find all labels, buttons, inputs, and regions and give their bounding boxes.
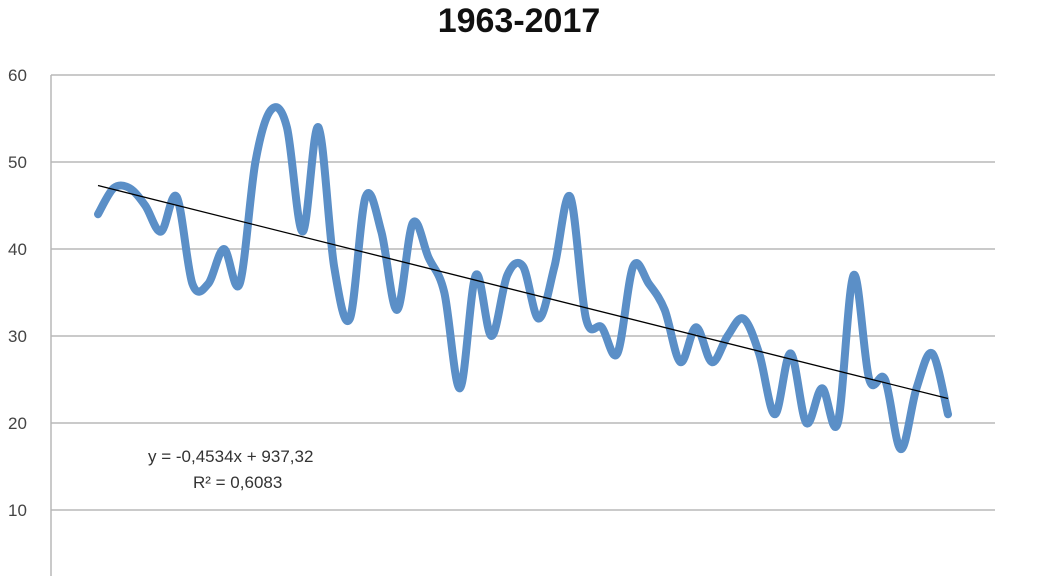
y-tick-label-20: 20 [8,414,27,433]
data-point-1985 [441,290,447,296]
data-point-1993 [567,194,573,200]
r-squared-label: R² = 0,6083 [193,473,282,492]
data-point-1975 [284,124,290,130]
data-point-1969 [189,281,195,287]
data-point-1988 [489,333,495,339]
data-point-1995 [599,324,605,330]
data-point-1978 [331,263,337,269]
data-point-1992 [552,263,558,269]
y-tick-label-40: 40 [8,240,27,259]
data-point-2011 [851,272,857,278]
data-point-1966 [142,203,148,209]
data-point-1972 [237,281,243,287]
chart-title: 1963-2017 [437,2,601,40]
data-point-1979 [347,316,353,322]
data-point-1999 [662,307,668,313]
data-point-1967 [158,229,164,235]
data-point-2017 [945,411,951,417]
data-point-2002 [709,359,715,365]
y-tick-label-10: 10 [8,501,27,520]
data-point-1976 [300,229,306,235]
data-point-2001 [693,324,699,330]
y-tick-label-60: 60 [8,66,27,85]
data-point-2004 [740,316,746,322]
data-point-2007 [788,350,794,356]
data-point-1989 [504,272,510,278]
data-point-1998 [646,281,652,287]
data-point-1990 [520,263,526,269]
data-point-2010 [835,420,841,426]
data-point-1991 [536,316,542,322]
data-point-1970 [205,281,211,287]
data-point-1987 [473,272,479,278]
data-point-1973 [252,159,258,165]
data-point-1981 [378,229,384,235]
y-tick-label-50: 50 [8,153,27,172]
data-point-1965 [127,185,133,191]
y-tick-label-30: 30 [8,327,27,346]
trendline [97,184,949,400]
data-point-1996 [614,350,620,356]
data-point-1980 [363,194,369,200]
data-point-1983 [410,220,416,226]
data-point-2006 [772,411,778,417]
data-point-2009 [819,385,825,391]
data-point-2000 [677,359,683,365]
data-point-1974 [268,107,274,113]
data-point-1994 [583,316,589,322]
data-point-1971 [221,246,227,252]
trendline-equation: y = -0,4534x + 937,32 [148,447,313,466]
data-point-2003 [725,333,731,339]
data-point-1986 [457,385,463,391]
data-point-1984 [426,255,432,261]
series-line-0 [94,103,952,454]
data-point-1963 [95,211,101,217]
data-point-2016 [929,350,935,356]
data-point-2008 [803,420,809,426]
data-point-1982 [394,307,400,313]
data-point-1977 [315,124,321,130]
data-point-1968 [174,194,180,200]
data-point-1997 [630,263,636,269]
data-point-2014 [898,446,904,452]
